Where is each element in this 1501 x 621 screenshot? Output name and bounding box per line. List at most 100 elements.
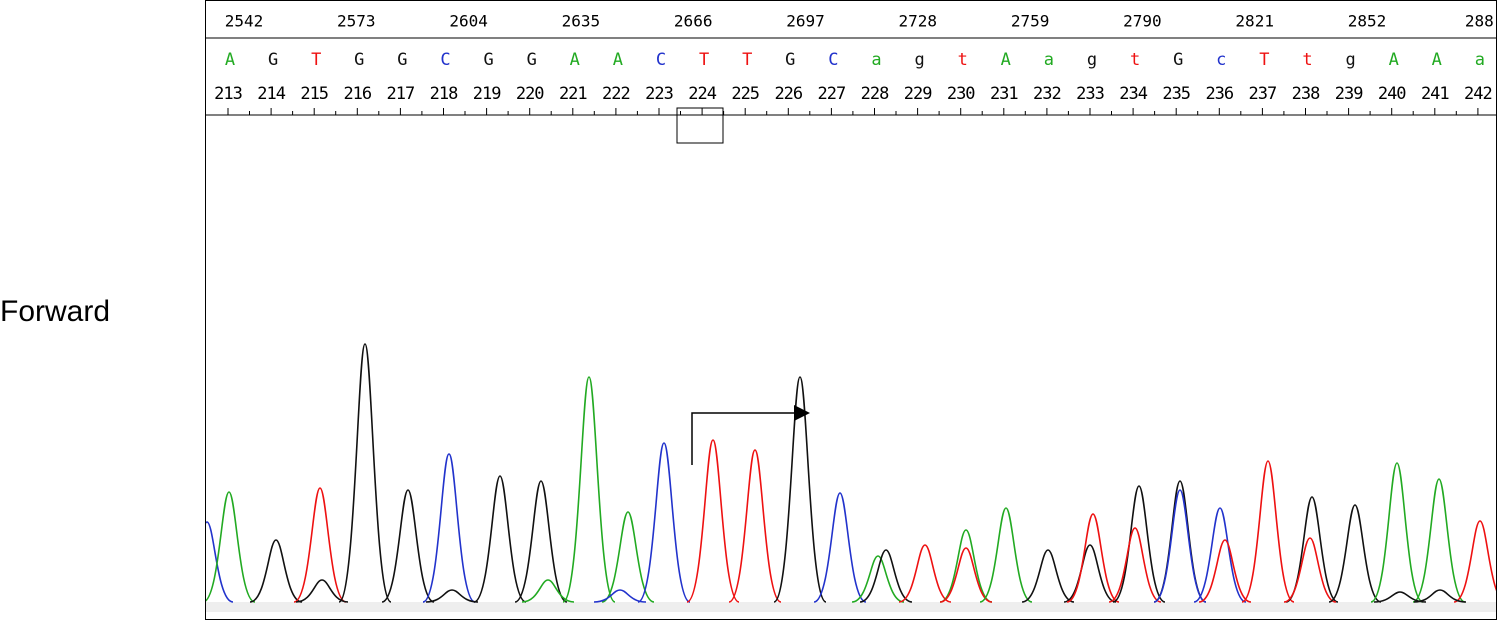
traces [206,343,1496,603]
position-label: 233 [1076,84,1104,104]
ruler-label: 2759 [1011,12,1050,31]
trace-peak [859,549,913,603]
ruler-label: 2635 [562,12,601,31]
trace-peak [1153,489,1207,603]
trace-peak [338,343,392,603]
trace-peak [381,489,435,603]
ruler-label: 2697 [786,12,825,31]
base-call: A [1001,50,1011,70]
trace-peak [601,511,655,603]
trace-peak [1241,460,1295,603]
base-call: A [1389,50,1399,70]
position-label: 213 [214,84,242,104]
position-label: 217 [387,84,415,104]
position-label: 215 [300,84,328,104]
ruler-label: 2852 [1348,12,1387,31]
trace-peak [1413,589,1467,603]
trace-peak [562,376,616,603]
trace-peak [206,491,256,603]
trace-peak [1066,513,1120,603]
position-label: 238 [1292,84,1320,104]
trace-peak [514,480,568,603]
trace-peak [813,492,867,603]
base-call: G [397,50,407,70]
position-label: 229 [904,84,932,104]
frame [205,0,1497,620]
position-label: 220 [516,84,544,104]
base-call: g [914,50,924,70]
position-label: 224 [688,84,716,104]
position-label: 236 [1205,84,1233,104]
trace-peak [979,507,1033,603]
base-call: g [1087,50,1097,70]
base-call: T [742,50,752,70]
position-label: 235 [1162,84,1190,104]
position-label: 227 [818,84,846,104]
trace-peak [249,539,303,603]
ruler-label: 2821 [1235,12,1274,31]
position-label: 231 [990,84,1018,104]
position-label: 226 [774,84,802,104]
base-call: A [613,50,623,70]
base-call: G [1173,50,1183,70]
base-call: A [225,50,235,70]
position-label: 214 [257,84,285,104]
position-label: 239 [1335,84,1363,104]
trace-peak [773,376,827,603]
base-call: C [656,50,666,70]
position-label: 218 [430,84,458,104]
base-call: t [1130,50,1140,70]
ruler-label: 2604 [449,12,488,31]
trace-peak [939,529,993,603]
base-call: G [785,50,795,70]
position-label: 230 [947,84,975,104]
trace-peak [851,555,905,603]
trace-peak [1063,544,1117,603]
ruler-label: 2573 [337,12,376,31]
base-call: t [1302,50,1312,70]
position-label: 216 [343,84,371,104]
base-call: A [570,50,580,70]
trace-peak [898,544,952,603]
trace-peak [593,589,647,603]
trace-peak [1108,527,1162,603]
base-call: a [1044,50,1054,70]
trace-peak [686,439,740,603]
trace-peak [1453,520,1496,603]
trace-peak [1412,478,1466,603]
trace-peak [1370,462,1424,603]
trace-peak [422,453,476,603]
base-call: G [483,50,493,70]
base-call: C [440,50,450,70]
strand-label: Forward [0,295,110,328]
base-call: a [1475,50,1485,70]
position-label: 228 [861,84,889,104]
trace-peak [1328,504,1382,603]
arrow [691,412,796,465]
position-label: 223 [645,84,673,104]
base-call: a [871,50,881,70]
position-label: 234 [1119,84,1147,104]
ruler-label: 288 [1465,12,1494,31]
trace-peak [939,547,993,603]
ruler-label: 2790 [1123,12,1162,31]
trace-peak [1193,507,1247,603]
trace-peak [521,579,575,603]
position-label: 219 [473,84,501,104]
position-label: 241 [1421,84,1449,104]
trace-peak [473,475,527,603]
trace-peak [1112,485,1166,603]
position-label: 237 [1249,84,1277,104]
trace-peak [728,449,782,603]
trace-peak [295,579,349,603]
trace-peak [1283,537,1337,603]
base-call: G [354,50,364,70]
trace-peak [206,521,234,603]
base-call: C [828,50,838,70]
base-call: c [1216,50,1226,70]
base-call: G [527,50,537,70]
position-label: 240 [1378,84,1406,104]
trace-peak [425,589,479,603]
